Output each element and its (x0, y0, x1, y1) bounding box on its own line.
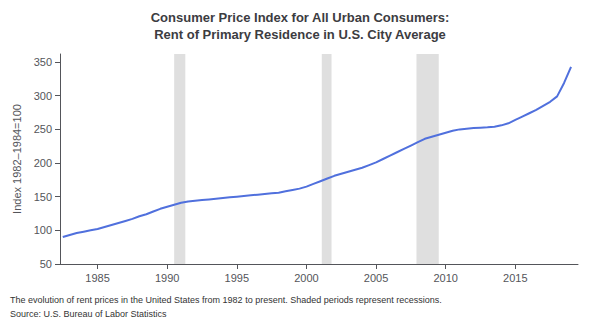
svg-text:1990: 1990 (155, 272, 179, 284)
svg-text:Index 1982–1984=100: Index 1982–1984=100 (11, 104, 23, 214)
svg-text:100: 100 (34, 224, 52, 236)
svg-text:2005: 2005 (364, 272, 388, 284)
svg-text:200: 200 (34, 157, 52, 169)
svg-text:300: 300 (34, 90, 52, 102)
svg-text:250: 250 (34, 123, 52, 135)
svg-text:350: 350 (34, 56, 52, 68)
svg-text:2010: 2010 (433, 272, 457, 284)
svg-text:1995: 1995 (225, 272, 249, 284)
svg-text:Rent of Primary Residence in U: Rent of Primary Residence in U.S. City A… (154, 27, 446, 42)
svg-text:150: 150 (34, 191, 52, 203)
svg-text:Consumer Price Index for All U: Consumer Price Index for All Urban Consu… (151, 10, 450, 25)
svg-text:Source: U.S. Bureau of Labor S: Source: U.S. Bureau of Labor Statistics (10, 309, 167, 319)
svg-text:2000: 2000 (294, 272, 318, 284)
svg-text:1985: 1985 (85, 272, 109, 284)
svg-text:The evolution of rent prices i: The evolution of rent prices in the Unit… (10, 295, 442, 305)
svg-text:2015: 2015 (503, 272, 527, 284)
svg-text:50: 50 (40, 258, 52, 270)
